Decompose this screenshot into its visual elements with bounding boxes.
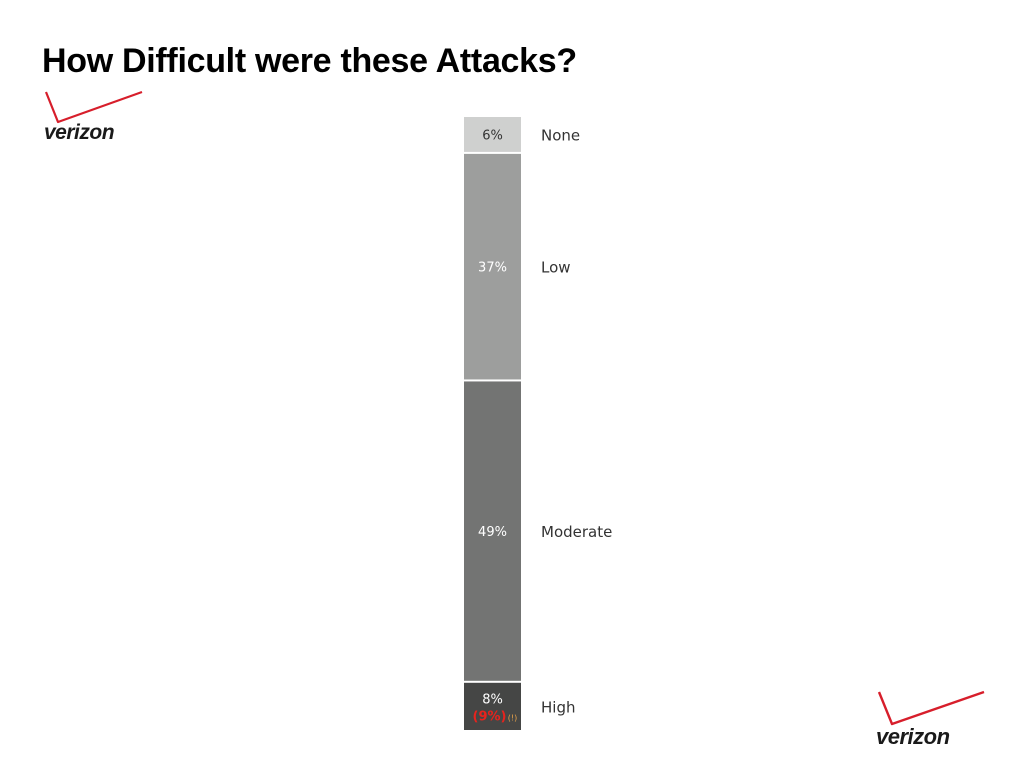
- data-label-none: 6%: [482, 128, 503, 143]
- category-label-high: High: [541, 698, 575, 716]
- bar-segment-moderate: [464, 381, 521, 681]
- checkmark-icon: [44, 90, 143, 124]
- checkmark-icon: [877, 690, 985, 726]
- stacked-bar-chart: 6% None 37% Low 49% Moderate 8% (9%) (!) High: [464, 117, 612, 730]
- bar-segment-low: [464, 153, 521, 380]
- category-label-none: None: [541, 126, 580, 144]
- logo-wordmark: verizon: [876, 724, 950, 749]
- verizon-logo-bottom: verizon: [876, 688, 986, 752]
- data-label-moderate: 49%: [478, 525, 507, 540]
- category-label-moderate: Moderate: [541, 523, 612, 541]
- verizon-logo-top: verizon: [44, 88, 144, 148]
- data-label-alt-high: (9%): [473, 709, 507, 724]
- bar-segment-none: [464, 117, 521, 152]
- logo-wordmark: verizon: [44, 121, 115, 144]
- data-label-high: 8%: [482, 692, 503, 707]
- slide-title: How Difficult were these Attacks?: [42, 42, 577, 80]
- data-label-note-high: (!): [508, 713, 517, 722]
- data-label-low: 37%: [478, 261, 507, 276]
- bar-segment-high: [464, 682, 521, 730]
- category-label-low: Low: [541, 259, 571, 277]
